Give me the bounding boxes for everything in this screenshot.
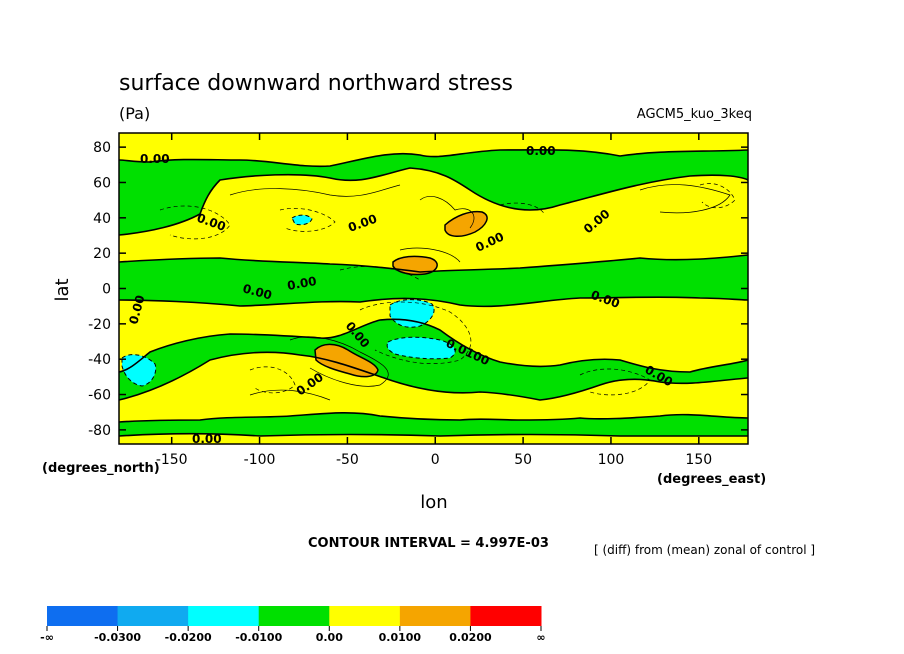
y-axis-title: lat <box>52 278 73 301</box>
colorbar-label: -0.0200 <box>165 631 212 644</box>
colorbar-swatch <box>258 606 330 626</box>
contour-interval-text: CONTOUR INTERVAL = 4.997E-03 <box>308 536 549 551</box>
contour-label: 0.00 <box>140 152 170 166</box>
x-tick-label: 0 <box>431 452 440 468</box>
dashed-contour-8 <box>339 266 421 281</box>
plot-area: 0.00 0.00 0.00 0.00 0.00 0.00 0.00 0.00 … <box>119 133 748 446</box>
x-tick-label: -100 <box>244 452 276 468</box>
y-tick-label: 40 <box>93 211 111 227</box>
contour-7 <box>119 412 748 423</box>
colorbar-label: ∞ <box>536 631 545 644</box>
contour-5 <box>119 318 748 373</box>
region-orange-south-atlantic <box>314 343 379 378</box>
contour-1 <box>119 148 748 168</box>
x-tick-label: 150 <box>685 452 712 468</box>
thin-contour-6 <box>249 389 331 401</box>
thin-contours <box>229 184 731 401</box>
region-nh-highlat <box>119 133 748 167</box>
region-cyan-3 <box>121 354 157 387</box>
colorbar-label: -0.0300 <box>94 631 141 644</box>
y-tick-label: -80 <box>88 423 111 439</box>
colorbar: -∞ -0.0300 -0.0200 -0.0100 0.00 0.0100 0.0200 ∞ <box>40 606 546 644</box>
contour-4 <box>119 296 748 308</box>
colorbar-label: 0.0200 <box>449 631 492 644</box>
dashed-contour-2 <box>279 208 336 232</box>
contour-6 <box>119 351 748 401</box>
y-tick-label: 0 <box>102 282 111 298</box>
region-cyan-4 <box>291 214 313 226</box>
x-tick-label: -150 <box>156 452 188 468</box>
units-label: (Pa) <box>119 104 150 123</box>
dashed-contour-6 <box>249 366 296 394</box>
zero-contours <box>119 148 748 437</box>
y-tick-label: -20 <box>88 317 111 333</box>
x-axis-title: lon <box>420 492 447 513</box>
colorbar-label: 0.00 <box>316 631 343 644</box>
contour-label: 0.00 <box>286 274 318 293</box>
y-tick-label: 20 <box>93 246 111 262</box>
run-label: AGCM5_kuo_3keq <box>637 107 752 122</box>
region-tropics <box>119 297 748 372</box>
region-cyan-2 <box>386 336 456 360</box>
thin-contour-1 <box>229 184 401 197</box>
x-axis: -150 -100 -50 0 50 100 150 <box>156 133 712 468</box>
y-tick-label: 80 <box>93 140 111 156</box>
dashed-contour-1 <box>159 205 231 240</box>
colorbar-swatch <box>399 606 471 626</box>
colorbar-label: 0.0100 <box>379 631 422 644</box>
diff-note: [ (diff) from (mean) zonal of control ] <box>594 543 815 557</box>
contour-label: 0.00 <box>192 432 222 446</box>
colorbar-label: -0.0100 <box>235 631 282 644</box>
colorbar-swatch <box>188 606 260 626</box>
dashed-contour-5 <box>579 368 651 396</box>
thin-contour-4 <box>289 336 389 387</box>
contour-8 <box>119 432 748 437</box>
strong-positive-regions <box>314 210 488 378</box>
region-orange-north-atlantic <box>444 210 488 237</box>
strong-negative-regions <box>121 214 456 387</box>
x-tick-label: 100 <box>598 452 625 468</box>
x-tick-label: 50 <box>514 452 532 468</box>
chart-title: surface downward northward stress <box>119 71 513 96</box>
colorbar-swatch <box>47 606 119 626</box>
colorbar-swatch <box>470 606 542 626</box>
colorbar-swatch <box>329 606 401 626</box>
colorbar-swatch <box>117 606 189 626</box>
colorbar-label: -∞ <box>40 631 54 644</box>
y-tick-label: -40 <box>88 352 111 368</box>
y-tick-label: 60 <box>93 175 111 191</box>
contour-2 <box>119 167 748 236</box>
contour-label: 0.00 <box>526 144 556 158</box>
x-tick-label: -50 <box>336 452 359 468</box>
thin-contour-5 <box>399 247 461 263</box>
positive-regions <box>119 133 748 444</box>
y-tick-label: -60 <box>88 388 111 404</box>
contour-3 <box>119 254 748 273</box>
dashed-contour-3 <box>499 202 546 216</box>
y-units-label: (degrees_north) <box>42 461 160 476</box>
dashed-contour-4 <box>359 301 472 364</box>
dashed-contours <box>159 183 736 396</box>
y-axis: 80 60 40 20 0 -20 -40 -60 -80 <box>88 140 748 439</box>
region-sh-midlat <box>119 352 748 422</box>
x-units-label: (degrees_east) <box>657 472 766 487</box>
region-nh-midlat <box>119 168 748 272</box>
thin-contour-3 <box>639 184 731 214</box>
